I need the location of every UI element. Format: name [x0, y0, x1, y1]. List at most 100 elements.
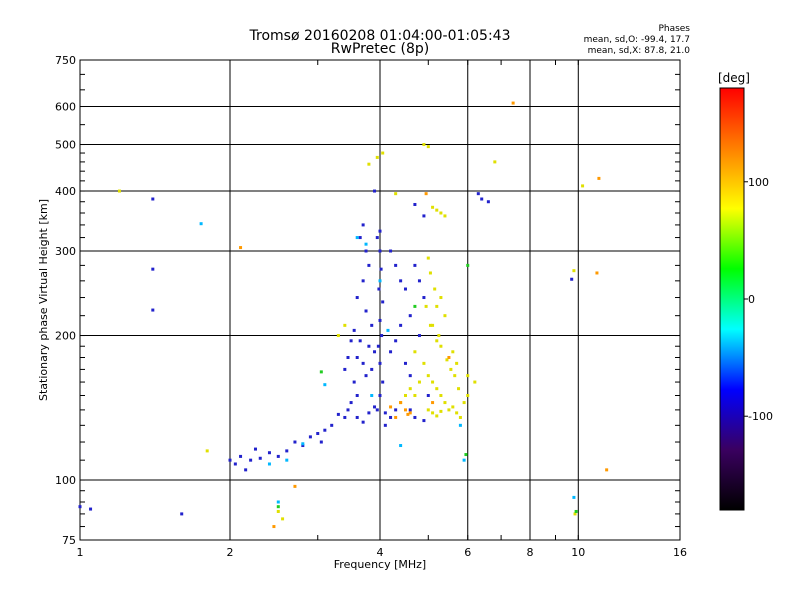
data-point	[349, 401, 353, 405]
data-point	[439, 409, 443, 413]
data-point	[253, 447, 257, 451]
data-point	[364, 374, 368, 378]
data-point	[316, 432, 320, 436]
data-point	[301, 444, 305, 448]
y-tick-label: 500	[55, 139, 76, 152]
data-point	[364, 249, 368, 253]
y-tick-label: 600	[55, 101, 76, 114]
data-point	[466, 374, 470, 378]
data-point	[417, 334, 421, 338]
data-point	[458, 415, 462, 419]
data-point	[426, 408, 430, 412]
data-point	[458, 423, 462, 427]
data-point	[205, 449, 209, 453]
data-point	[480, 197, 484, 201]
data-point	[358, 236, 362, 240]
data-point	[570, 277, 574, 281]
data-point	[276, 505, 280, 509]
data-point	[78, 505, 82, 509]
data-point	[386, 328, 390, 332]
data-point	[383, 423, 387, 427]
data-point	[343, 323, 347, 327]
data-point	[394, 415, 398, 419]
chart-title: Tromsø 20160208 01:04:00-01:05:43	[249, 28, 511, 44]
y-tick-label: 100	[55, 474, 76, 487]
data-point	[330, 423, 334, 427]
data-point	[394, 263, 398, 267]
data-point	[447, 355, 451, 359]
data-point	[355, 355, 359, 359]
data-point	[431, 411, 435, 415]
data-point	[239, 246, 243, 250]
data-point	[367, 162, 371, 166]
data-point	[319, 440, 323, 444]
data-point	[381, 300, 385, 304]
data-point	[605, 468, 609, 472]
data-point	[389, 415, 393, 419]
data-point	[573, 512, 577, 516]
data-point	[389, 405, 393, 409]
data-point	[355, 296, 359, 300]
data-point	[413, 202, 417, 206]
stats-heading: Phases	[658, 24, 690, 34]
data-point	[413, 415, 417, 419]
data-point	[426, 145, 430, 149]
stats-x-mode: mean, sd,X: 87.8, 21.0	[588, 46, 691, 56]
data-point	[394, 339, 398, 343]
data-point	[367, 411, 371, 415]
data-point	[435, 304, 439, 308]
data-point	[457, 387, 461, 391]
data-point	[394, 192, 398, 196]
colorbar-label: [deg]	[718, 71, 750, 85]
data-point	[370, 394, 374, 398]
data-point	[408, 374, 412, 378]
y-axis-ticks: 75 100 200 300 400 500 600 750	[55, 54, 680, 547]
data-point	[408, 408, 412, 412]
x-tick-label: 1	[77, 546, 84, 559]
y-tick-label: 400	[55, 185, 76, 198]
colorbar-tick-label: -100	[748, 410, 773, 423]
data-point	[426, 394, 430, 398]
data-point	[336, 334, 340, 338]
data-point	[439, 296, 443, 300]
data-point	[276, 500, 280, 504]
x-tick-label: 8	[527, 546, 534, 559]
data-point	[443, 401, 447, 405]
data-point	[413, 304, 417, 308]
data-point	[364, 309, 368, 313]
data-point	[445, 358, 449, 362]
data-point	[431, 380, 435, 384]
data-point	[308, 435, 312, 439]
data-point	[383, 411, 387, 415]
data-point	[323, 428, 327, 432]
data-point	[572, 495, 576, 499]
data-point	[352, 380, 356, 384]
data-point	[403, 394, 407, 398]
scatter-points	[78, 101, 609, 529]
data-point	[355, 415, 359, 419]
data-point	[319, 370, 323, 374]
data-point	[431, 323, 435, 327]
data-point	[293, 440, 297, 444]
data-point	[361, 420, 365, 424]
data-point	[428, 323, 432, 327]
data-point	[239, 454, 243, 458]
data-point	[422, 143, 426, 147]
data-point	[406, 412, 410, 416]
data-point	[443, 214, 447, 218]
data-point	[464, 453, 468, 457]
data-point	[378, 394, 382, 398]
data-point	[435, 387, 439, 391]
data-point	[462, 458, 466, 462]
data-point	[346, 408, 350, 412]
x-tick-label: 4	[377, 546, 384, 559]
data-point	[361, 279, 365, 283]
data-point	[431, 205, 435, 209]
data-point	[364, 242, 368, 246]
data-point	[413, 350, 417, 354]
y-tick-label: 200	[55, 330, 76, 343]
data-point	[244, 468, 248, 472]
colorbar-ticks: 100 0 -100	[744, 176, 773, 423]
x-tick-label: 10	[571, 546, 585, 559]
